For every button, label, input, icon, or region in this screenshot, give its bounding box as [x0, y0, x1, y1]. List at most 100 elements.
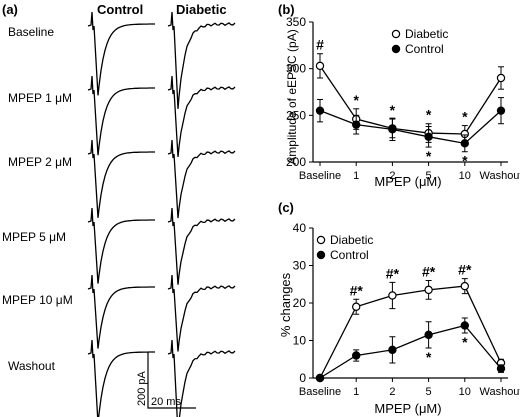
scale-bar-time: 20 ms	[151, 396, 181, 408]
trace-control-mpep-5-m	[87, 207, 155, 284]
trace-diabetic-mpep-2-m	[167, 139, 236, 219]
panel-b-significance-mark: *	[426, 107, 432, 123]
panel-c-point-control	[388, 345, 397, 355]
scale-bar-lines	[147, 352, 196, 409]
panel-b-point-control	[496, 106, 506, 115]
panel-b-significance-mark: *	[462, 153, 468, 169]
trace-diabetic-baseline	[167, 11, 236, 109]
panel-b-significance-mark: *	[353, 92, 359, 108]
panel-b-significance-mark: *	[390, 102, 396, 118]
panel-b-legend-marker-control	[391, 44, 401, 54]
panel-c-significance-mark: #*	[386, 265, 400, 281]
panel-c-x-tick-label: 10	[459, 386, 471, 398]
panel-c-point-diabetic	[460, 281, 469, 291]
panel-c-xlabel: MPEP (μM)	[374, 401, 441, 416]
panel-c-legend-marker-control	[316, 250, 326, 260]
panel-b-point-control	[315, 106, 325, 115]
panel-b-x-tick-label: 10	[459, 170, 471, 182]
scale-bar-amplitude: 200 pA	[136, 370, 148, 406]
panel-b-legend-marker-diabetic	[391, 29, 401, 39]
panel-b-point-control	[388, 125, 397, 134]
panel-c-significance-mark: *	[462, 334, 468, 350]
row-label-mpep5: MPEP 5 μM	[2, 230, 66, 244]
row-label-mpep2: MPEP 2 μM	[8, 155, 72, 169]
panel-c-y-tick-label: 30	[293, 259, 307, 273]
trace-diabetic-mpep-1-m	[167, 75, 236, 157]
trace-control-washout	[87, 339, 155, 417]
panel-c: (c) % changes MPEP (μM) 0 10 20 30 40 Baselin…	[278, 200, 520, 416]
row-label-mpep10: MPEP 10 μM	[2, 293, 73, 307]
panel-b-x-tick-label: Washout	[479, 170, 520, 182]
trace-control-baseline	[87, 11, 155, 96]
panel-b-point-control	[424, 132, 433, 141]
panel-b-x-tick-label: 5	[426, 170, 432, 182]
panel-b-point-control	[352, 120, 361, 129]
panel-b-plot: 200 250 300 350 Baseline 1 2 5 10 Washout # * * * * * * D…	[286, 15, 520, 182]
panel-c-ylabel: % changes	[278, 272, 293, 337]
panel-b-x-tick-label: 1	[353, 170, 359, 182]
column-header-diabetic: Diabetic	[176, 2, 227, 17]
panel-b-legend-label-control: Control	[405, 42, 444, 56]
panel-b-x-tick-label: Baseline	[299, 170, 341, 182]
panel-b-point-control	[460, 139, 469, 148]
panel-label-c: (c)	[278, 200, 294, 215]
panel-a: (a) Control Diabetic Baseline MPEP 1 μM …	[2, 2, 236, 417]
panel-c-x-tick-label: Baseline	[299, 386, 341, 398]
panel-c-point-diabetic	[388, 291, 397, 300]
trace-diabetic-mpep-10-m	[167, 274, 236, 352]
panel-c-y-tick-label: 0	[299, 371, 306, 385]
trace-control-mpep-10-m	[87, 274, 155, 349]
panel-b-significance-mark: #	[316, 37, 324, 53]
panel-c-line-diabetic	[319, 285, 502, 379]
panel-c-x-tick-label: 2	[389, 386, 395, 398]
row-label-washout: Washout	[8, 359, 56, 373]
panel-label-a: (a)	[2, 2, 18, 17]
panel-b-line-diabetic	[319, 65, 502, 135]
panel-c-point-diabetic	[424, 285, 433, 295]
trace-diabetic-mpep-5-m	[167, 207, 236, 285]
panel-b-point-diabetic	[315, 61, 325, 71]
panel-b-xlabel: MPEP (μM)	[374, 174, 441, 189]
panel-b-significance-mark: *	[426, 148, 432, 164]
panel-c-x-tick-label: Washout	[479, 386, 520, 398]
panel-b-y-tick-label: 350	[286, 15, 306, 29]
panel-c-significance-mark: *	[426, 349, 432, 365]
panel-c-legend-label-control: Control	[330, 248, 369, 262]
panel-b-ylabel: Amplitude of eEPSC (pA)	[285, 29, 299, 164]
panel-c-point-control	[352, 351, 361, 360]
panel-c-significance-mark: #*	[458, 262, 472, 278]
panel-c-x-tick-label: 1	[353, 386, 359, 398]
trace-control-mpep-2-m	[87, 139, 155, 218]
column-header-control: Control	[97, 2, 143, 17]
panel-c-point-control	[460, 321, 469, 330]
panel-label-b: (b)	[278, 2, 295, 17]
panel-c-y-tick-label: 20	[293, 296, 307, 310]
panel-b: (b) Amplitude of eEPSC (pA) MPEP (μM) 20…	[278, 2, 520, 189]
panel-b-point-diabetic	[496, 73, 506, 83]
trace-diabetic-washout	[167, 339, 236, 417]
panel-c-legend-marker-diabetic	[316, 235, 326, 245]
panel-c-plot: 0 10 20 30 40 Baseline 1 2 5 10 Washout #* #* #* #* * * D…	[293, 221, 520, 398]
row-label-baseline: Baseline	[8, 25, 54, 39]
panel-c-y-tick-label: 40	[293, 221, 307, 235]
panel-c-significance-mark: #*	[350, 282, 364, 298]
panel-c-line-control	[319, 324, 502, 379]
panel-c-point-control	[424, 330, 433, 340]
panel-b-significance-mark: *	[462, 109, 468, 125]
panel-c-y-tick-label: 10	[293, 334, 307, 348]
panel-c-point-control	[496, 364, 506, 373]
trace-control-mpep-1-m	[87, 75, 155, 156]
panel-b-y-tick-label: 300	[286, 62, 306, 76]
panel-c-legend-label-diabetic: Diabetic	[330, 233, 373, 247]
panel-b-legend-label-diabetic: Diabetic	[405, 27, 448, 41]
panel-c-point-diabetic	[352, 302, 361, 311]
panel-c-point-control	[315, 373, 325, 383]
panel-b-y-tick-label: 250	[286, 108, 306, 122]
scale-bar: 200 pA 20 ms	[136, 352, 196, 409]
panel-b-x-tick-label: 2	[389, 170, 395, 182]
trace-layer	[87, 11, 236, 417]
panel-b-y-tick-label: 200	[286, 155, 306, 169]
row-label-mpep1: MPEP 1 μM	[8, 91, 72, 105]
panel-c-x-tick-label: 5	[426, 386, 432, 398]
